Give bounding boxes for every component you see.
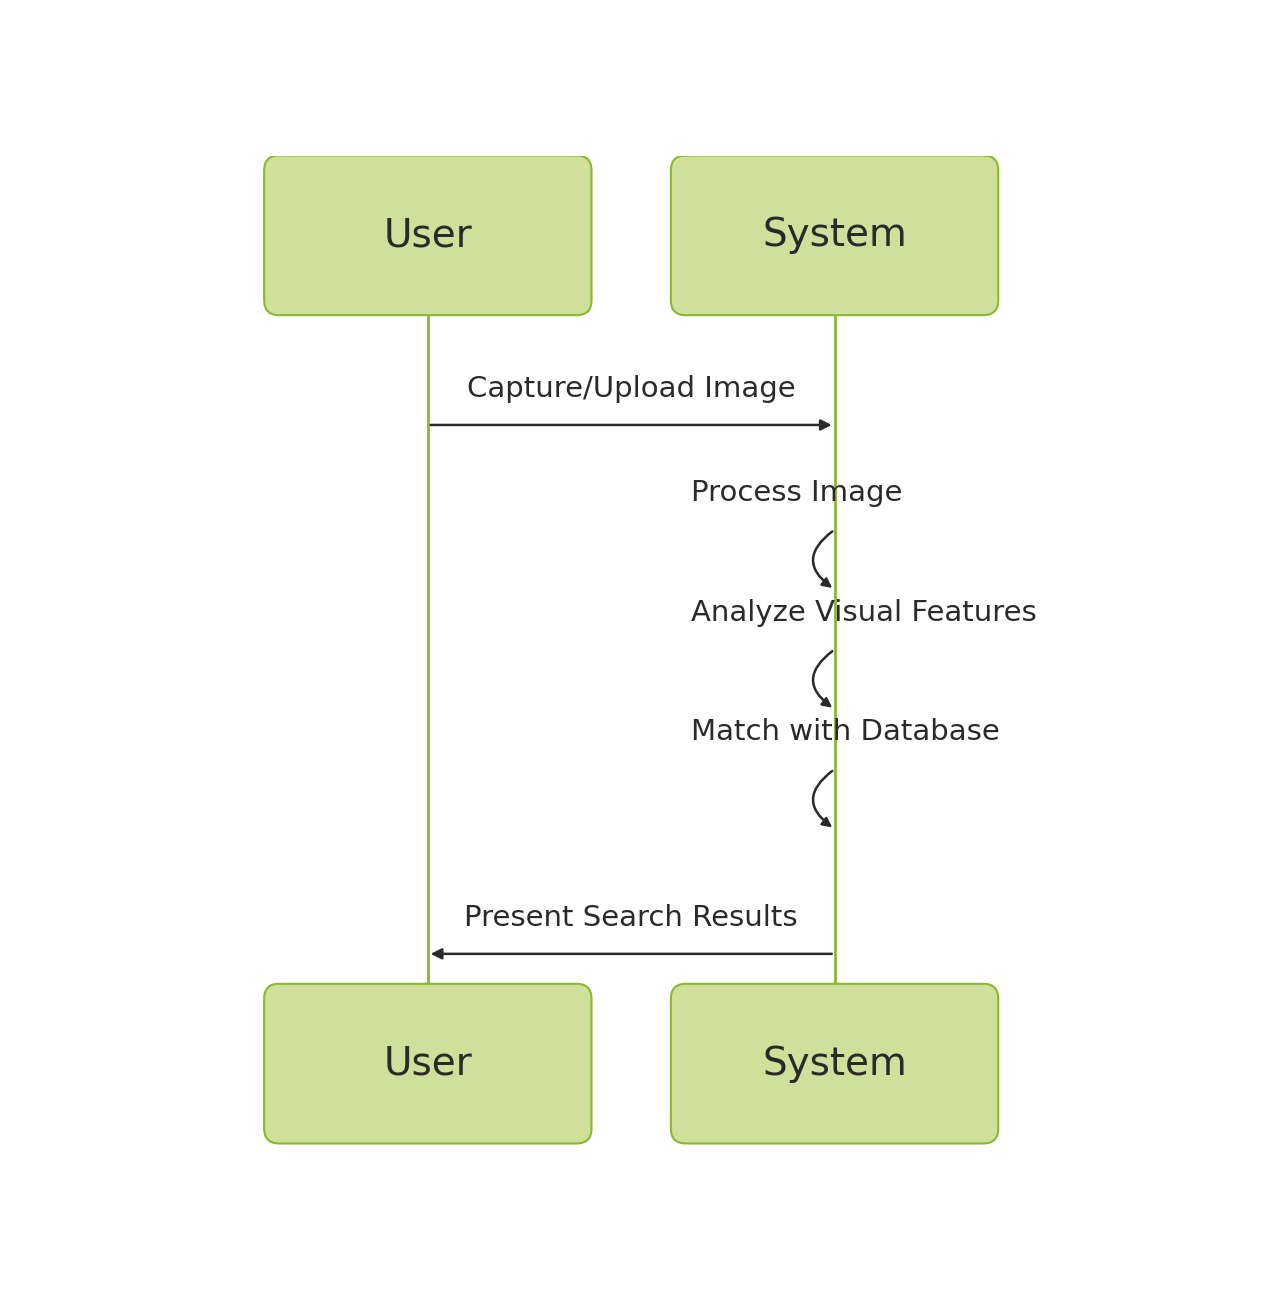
Text: System: System xyxy=(762,1045,908,1082)
FancyBboxPatch shape xyxy=(264,984,591,1143)
Text: Match with Database: Match with Database xyxy=(691,718,1000,746)
FancyBboxPatch shape xyxy=(671,156,998,315)
Text: System: System xyxy=(762,216,908,254)
FancyBboxPatch shape xyxy=(671,984,998,1143)
Text: Analyze Visual Features: Analyze Visual Features xyxy=(691,599,1037,626)
Text: Process Image: Process Image xyxy=(691,478,902,507)
Text: User: User xyxy=(384,216,472,254)
Text: Present Search Results: Present Search Results xyxy=(465,903,797,932)
Text: User: User xyxy=(384,1045,472,1082)
Text: Capture/Upload Image: Capture/Upload Image xyxy=(467,375,795,403)
FancyBboxPatch shape xyxy=(264,156,591,315)
